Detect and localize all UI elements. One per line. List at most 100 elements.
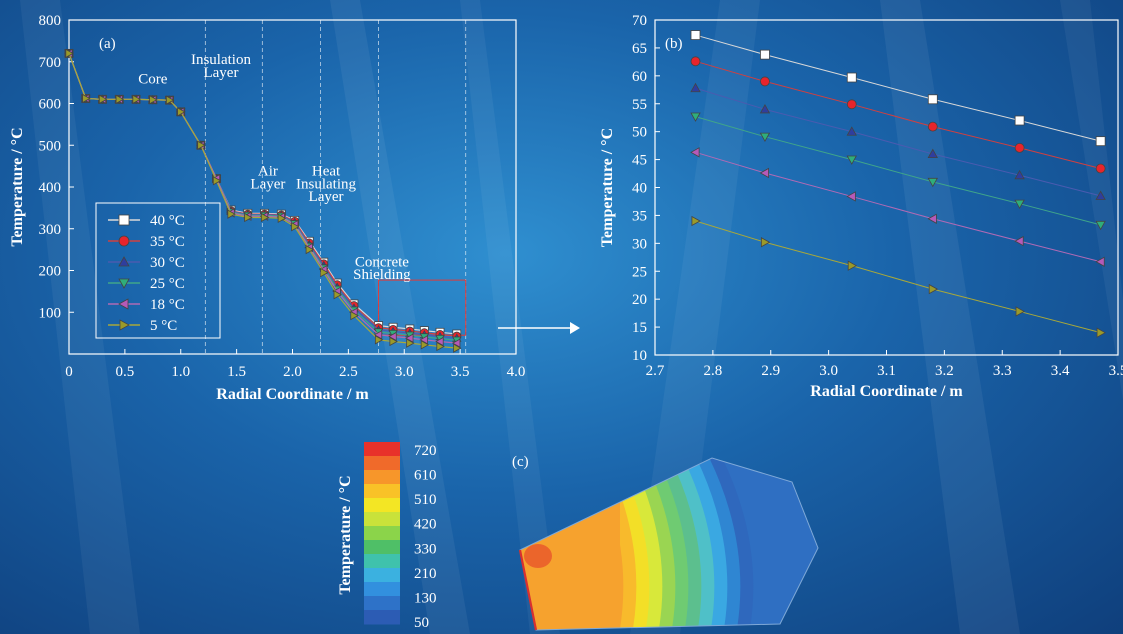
y-axis-label: Temperature / °C xyxy=(599,128,616,247)
data-point xyxy=(374,335,384,345)
colorbar-segment xyxy=(364,554,400,569)
colorbar-segment xyxy=(364,470,400,485)
panel-b-frame xyxy=(654,19,1119,356)
data-point xyxy=(197,140,206,150)
y-tick-label: 55 xyxy=(632,97,647,113)
data-point xyxy=(291,221,300,232)
legend-marker xyxy=(118,278,130,289)
colorbar-tick-label: 420 xyxy=(414,517,437,533)
y-tick-label: 400 xyxy=(39,180,62,196)
legend-frame xyxy=(95,202,221,339)
data-point xyxy=(690,112,701,122)
data-point xyxy=(1095,256,1105,267)
series-1 xyxy=(64,49,462,341)
series-5 xyxy=(691,215,1106,338)
y-tick-label: 500 xyxy=(39,138,62,154)
data-point xyxy=(690,30,701,40)
panel-a-chart: (a) 0 0.5 1.0 1.5 2.0 2.5 3.0 3.5 4.0 100 200 300 400… xyxy=(9,13,525,403)
y-tick-label: 100 xyxy=(39,305,62,321)
region-label: Shielding xyxy=(353,267,411,283)
y-axis-label: Temperature / °C xyxy=(9,127,26,246)
data-point xyxy=(1014,169,1025,180)
data-point xyxy=(927,121,938,132)
x-axis-label: Radial Coordinate / m xyxy=(216,386,369,403)
data-point xyxy=(690,82,701,93)
data-point xyxy=(177,107,186,117)
y-tick-label: 45 xyxy=(632,153,647,169)
legend-label: 30 °C xyxy=(150,255,185,271)
contour-edge xyxy=(518,549,538,631)
x-tick-label: 2.7 xyxy=(646,363,665,379)
panel-c-tag: (c) xyxy=(512,454,529,470)
panel-a-legend: 40 °C 35 °C 30 °C 25 °C 18 °C 5 °C xyxy=(95,202,221,339)
colorbar-segment xyxy=(364,568,400,583)
colorbar-segment xyxy=(364,540,400,555)
x-tick-label: 2.8 xyxy=(704,363,723,379)
data-point xyxy=(227,209,236,219)
data-point xyxy=(927,213,937,224)
legend-marker xyxy=(119,319,130,331)
data-point xyxy=(927,177,938,188)
data-point xyxy=(847,260,858,271)
data-point xyxy=(1095,190,1106,200)
zoom-arrow xyxy=(498,322,580,334)
data-point xyxy=(760,76,770,87)
data-point xyxy=(420,340,430,350)
data-point xyxy=(132,94,141,105)
data-point xyxy=(927,148,938,159)
data-point xyxy=(405,333,414,343)
data-point xyxy=(691,215,701,227)
panel-b-chart: (b) 2.7 2.8 2.9 3.0 3.1 3.2 3.3 3.4 3.5 10 15 20 25 30… xyxy=(599,13,1123,400)
x-tick-label: 3.3 xyxy=(993,363,1012,379)
x-tick-label: 2.0 xyxy=(283,364,302,380)
x-tick-label: 0 xyxy=(65,364,73,380)
data-point xyxy=(846,99,857,110)
data-point xyxy=(165,95,175,105)
data-point xyxy=(1014,142,1025,153)
panel-c-contour: 720 610 510 420 330 210 130 50 Temperature / °C (… xyxy=(337,442,819,631)
x-tick-label: 3.0 xyxy=(395,364,414,380)
legend-marker xyxy=(118,256,130,267)
data-point xyxy=(1014,235,1024,247)
data-point xyxy=(846,155,857,165)
legend-label: 18 °C xyxy=(150,297,185,313)
series-0 xyxy=(64,49,462,339)
y-tick-label: 600 xyxy=(39,97,62,113)
data-point xyxy=(1095,136,1106,147)
data-point xyxy=(350,310,359,321)
y-tick-label: 20 xyxy=(632,292,647,308)
contour-hotspot xyxy=(524,544,552,568)
y-tick-label: 70 xyxy=(632,13,647,29)
panel-a-tag: (a) xyxy=(99,36,116,52)
series-line xyxy=(68,53,457,337)
data-point xyxy=(419,335,428,345)
y-tick-label: 700 xyxy=(39,55,62,71)
x-tick-label: 3.5 xyxy=(1109,363,1123,379)
colorbar-tick-label: 610 xyxy=(414,468,437,484)
y-tick-label: 300 xyxy=(39,222,62,238)
y-tick-label: 65 xyxy=(632,41,647,57)
y-tick-label: 800 xyxy=(39,13,62,29)
data-point xyxy=(406,338,415,348)
data-point xyxy=(435,336,444,347)
data-point xyxy=(244,212,253,223)
series-2 xyxy=(690,82,1106,200)
data-point xyxy=(212,176,222,186)
data-point xyxy=(928,283,939,295)
colorbar-tick-label: 210 xyxy=(414,566,437,582)
y-tick-label: 60 xyxy=(632,69,647,85)
colorbar-segment xyxy=(364,526,400,541)
series-0 xyxy=(690,30,1106,147)
colorbar-segment xyxy=(364,498,400,513)
data-point xyxy=(760,49,770,60)
data-point xyxy=(1095,220,1106,231)
legend-marker xyxy=(118,214,130,226)
y-tick-label: 10 xyxy=(632,348,647,364)
region-label: Heat xyxy=(312,163,341,179)
region-label: Layer xyxy=(309,189,344,205)
series-3 xyxy=(690,112,1106,231)
x-axis-label: Radial Coordinate / m xyxy=(810,383,963,400)
data-point xyxy=(1015,306,1025,317)
series-3 xyxy=(64,49,462,346)
